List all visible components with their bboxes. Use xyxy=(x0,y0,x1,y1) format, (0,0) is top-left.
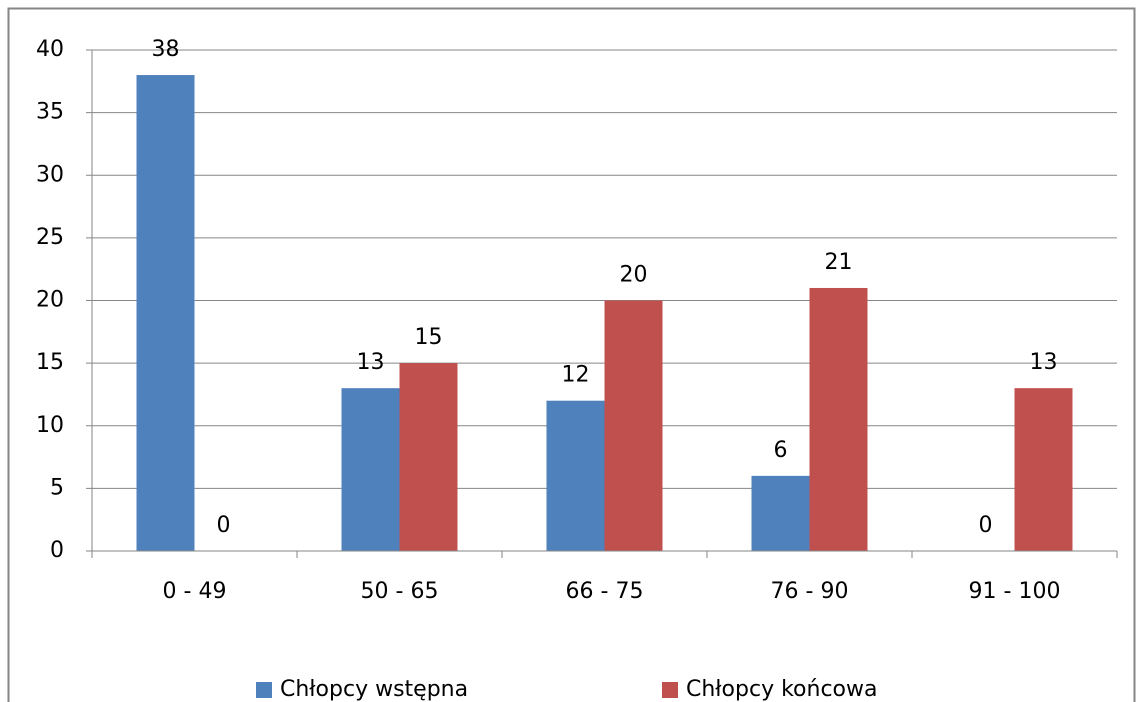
x-tick-label: 66 - 75 xyxy=(566,579,644,604)
data-label: 6 xyxy=(774,438,788,463)
x-tick-label: 0 - 49 xyxy=(163,579,227,604)
legend-swatch xyxy=(662,682,678,698)
legend-swatch xyxy=(256,682,272,698)
data-label: 0 xyxy=(979,513,993,538)
y-tick-label: 5 xyxy=(50,475,64,500)
legend-label: Chłopcy końcowa xyxy=(686,677,877,702)
y-tick-label: 35 xyxy=(36,100,64,125)
y-tick-label: 20 xyxy=(36,288,64,313)
chart-frame xyxy=(7,7,1136,702)
bar xyxy=(809,287,868,551)
data-label: 12 xyxy=(562,363,590,388)
y-tick-label: 30 xyxy=(36,162,64,187)
y-tick-label: 10 xyxy=(36,413,64,438)
x-tick-label: 50 - 65 xyxy=(361,579,439,604)
y-tick-label: 15 xyxy=(36,350,64,375)
data-label: 21 xyxy=(825,250,853,275)
data-label: 20 xyxy=(620,263,648,288)
legend-label: Chłopcy wstępna xyxy=(280,677,468,702)
y-tick-label: 0 xyxy=(50,538,64,563)
bar xyxy=(751,475,810,551)
y-tick-label: 40 xyxy=(36,37,64,62)
bar xyxy=(399,363,458,551)
bar xyxy=(341,388,400,551)
bar xyxy=(604,300,663,551)
x-tick-label: 91 - 100 xyxy=(969,579,1061,604)
bar xyxy=(1014,388,1073,551)
data-label: 38 xyxy=(152,37,180,62)
data-label: 13 xyxy=(1030,350,1058,375)
bar xyxy=(546,400,605,551)
x-tick-label: 76 - 90 xyxy=(771,579,849,604)
bar xyxy=(136,75,195,552)
y-tick-label: 25 xyxy=(36,225,64,250)
data-label: 15 xyxy=(415,325,443,350)
data-label: 0 xyxy=(217,513,231,538)
data-label: 13 xyxy=(357,350,385,375)
